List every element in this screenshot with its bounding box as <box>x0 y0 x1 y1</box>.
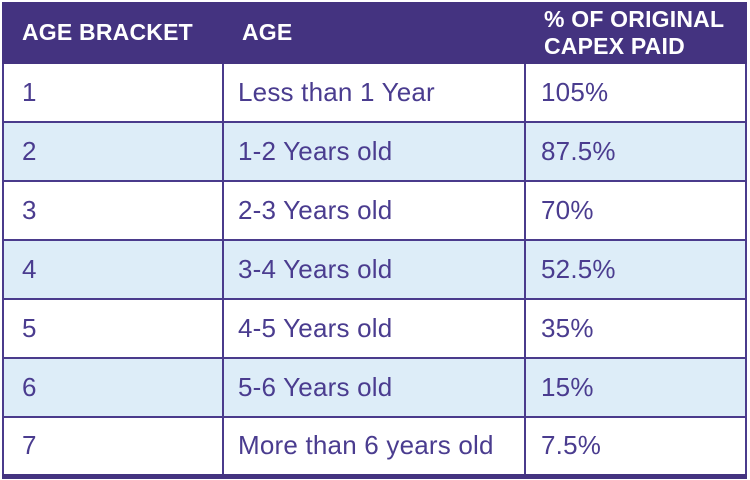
cell-age: Less than 1 Year <box>222 62 526 123</box>
header-label-age: AGE <box>242 19 293 46</box>
table-row: 5 4-5 Years old 35% <box>2 298 747 359</box>
table-row: 3 2-3 Years old 70% <box>2 180 747 241</box>
cell-bracket: 6 <box>2 357 224 418</box>
cell-age: 3-4 Years old <box>222 239 526 300</box>
cell-age: 2-3 Years old <box>222 180 526 241</box>
header-label-age-bracket: AGE BRACKET <box>22 19 193 46</box>
cell-bracket: 5 <box>2 298 224 359</box>
cell-capex: 105% <box>524 62 747 123</box>
header-cell-age-bracket: AGE BRACKET <box>2 2 224 64</box>
table-row: 1 Less than 1 Year 105% <box>2 62 747 123</box>
cell-capex: 70% <box>524 180 747 241</box>
cell-age: 4-5 Years old <box>222 298 526 359</box>
cell-age: 1-2 Years old <box>222 121 526 182</box>
cell-bracket: 1 <box>2 62 224 123</box>
header-label-capex-paid: % OF ORIGINAL CAPEX PAID <box>544 5 724 59</box>
header-cell-age: AGE <box>222 2 526 64</box>
cell-capex: 87.5% <box>524 121 747 182</box>
header-cell-capex-paid: % OF ORIGINAL CAPEX PAID <box>524 2 747 64</box>
table-row: 6 5-6 Years old 15% <box>2 357 747 418</box>
cell-bracket: 7 <box>2 416 224 477</box>
cell-capex: 15% <box>524 357 747 418</box>
cell-age: More than 6 years old <box>222 416 526 477</box>
table-row: 4 3-4 Years old 52.5% <box>2 239 747 300</box>
table-row: 2 1-2 Years old 87.5% <box>2 121 747 182</box>
table-row: 7 More than 6 years old 7.5% <box>2 416 747 477</box>
cell-capex: 35% <box>524 298 747 359</box>
cell-capex: 52.5% <box>524 239 747 300</box>
cell-bracket: 2 <box>2 121 224 182</box>
cell-bracket: 3 <box>2 180 224 241</box>
cell-age: 5-6 Years old <box>222 357 526 418</box>
table-header-row: AGE BRACKET AGE % OF ORIGINAL CAPEX PAID <box>2 2 747 64</box>
cell-bracket: 4 <box>2 239 224 300</box>
cell-capex: 7.5% <box>524 416 747 477</box>
